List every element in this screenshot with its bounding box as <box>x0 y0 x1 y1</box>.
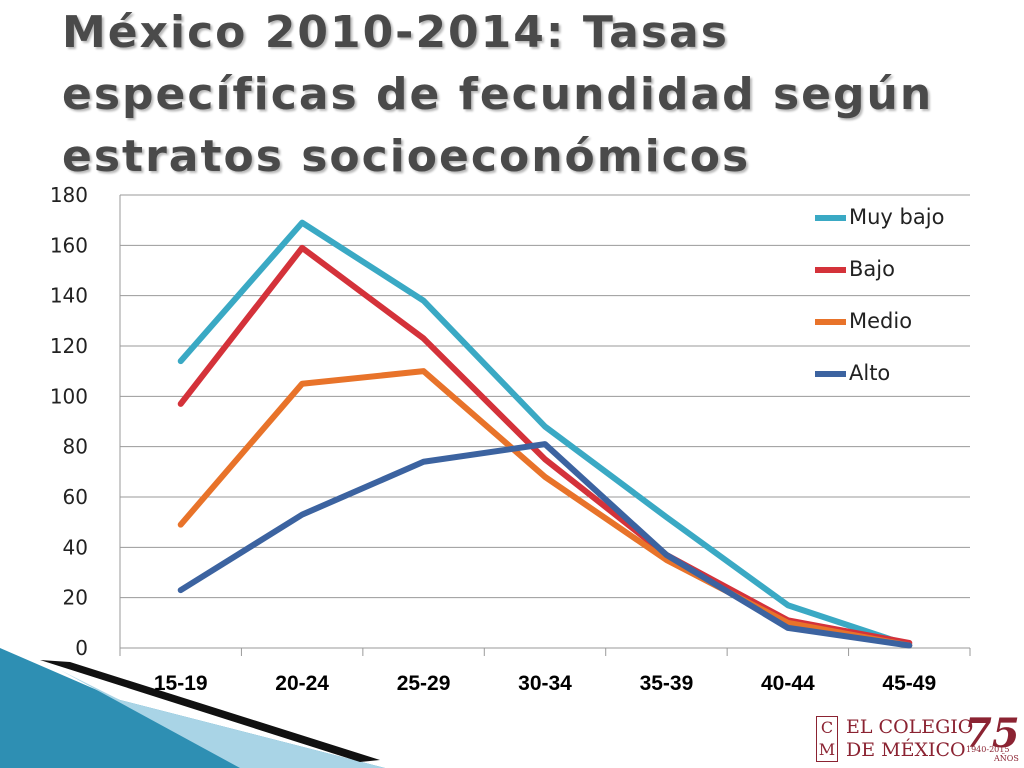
data-point-muy-bajo-40-44 <box>785 603 790 608</box>
slide-title: México 2010-2014: Tasas específicas de f… <box>62 7 934 182</box>
legend-item-alto: Alto <box>815 361 890 385</box>
decor-black-ribbon <box>40 660 380 762</box>
data-point-alto-40-44 <box>785 625 790 630</box>
data-point-muy-bajo-35-39 <box>664 515 669 520</box>
logo-cm-mark: C M <box>816 716 838 762</box>
series-medio <box>177 368 913 649</box>
data-point-alto-30-34 <box>543 442 547 447</box>
decor-light-ribbon <box>60 670 385 768</box>
el-colegio-de-mexico-logo: C M EL COLEGIO DE MÉXICO 75 1940-2015 AÑ… <box>816 710 1020 764</box>
logo-name-line2: DE MÉXICO <box>846 739 966 761</box>
chart-legend: Muy bajo Bajo Medio Alto <box>815 205 944 385</box>
x-tick-label-25-29: 25-29 <box>397 672 451 695</box>
data-point-bajo-25-29 <box>421 336 426 341</box>
y-tick-label-0: 0 <box>75 636 88 660</box>
legend-label-medio: Medio <box>849 309 912 333</box>
x-tick-label-40-44: 40-44 <box>761 672 815 695</box>
series-line-muy-bajo <box>177 219 913 649</box>
data-point-bajo-30-34 <box>543 457 547 462</box>
logo-mark-bottom: M <box>818 740 836 759</box>
logo-name-line1: EL COLEGIO <box>846 716 974 738</box>
data-point-alto-35-39 <box>664 552 669 557</box>
y-tick-label-100: 100 <box>50 384 88 408</box>
series-alto <box>177 441 913 649</box>
legend-label-muy-bajo: Muy bajo <box>849 205 944 229</box>
data-point-muy-bajo-15-19 <box>178 359 183 364</box>
data-point-medio-30-34 <box>543 474 547 479</box>
series-muy-bajo <box>177 219 913 649</box>
x-tick-label-45-49: 45-49 <box>882 672 936 695</box>
x-axis-tick-labels: 15-19 20-24 25-29 30-34 35-39 40-44 45-49 <box>154 672 936 695</box>
x-tick-label-20-24: 20-24 <box>275 672 329 695</box>
chart-gridlines <box>120 194 970 599</box>
series-line-medio <box>177 368 913 649</box>
y-tick-label-60: 60 <box>63 485 88 509</box>
chart-series <box>177 219 913 649</box>
x-tick-label-35-39: 35-39 <box>640 672 694 695</box>
data-point-alto-15-19 <box>178 588 183 593</box>
data-point-alto-45-49 <box>907 643 912 648</box>
decor-blue-ribbon <box>0 648 385 768</box>
legend-label-alto: Alto <box>849 361 890 385</box>
data-point-bajo-20-24 <box>300 245 305 250</box>
y-axis-tick-labels: 0 20 40 60 80 100 120 140 160 180 <box>50 183 88 660</box>
data-point-muy-bajo-30-34 <box>543 424 547 429</box>
data-point-medio-20-24 <box>300 381 305 386</box>
decorative-corner-ribbons <box>0 648 385 768</box>
x-tick-label-30-34: 30-34 <box>518 672 572 695</box>
legend-item-bajo: Bajo <box>815 257 895 281</box>
legend-item-muy-bajo: Muy bajo <box>815 205 944 229</box>
data-point-medio-25-29 <box>421 369 426 374</box>
data-point-muy-bajo-25-29 <box>421 298 426 303</box>
x-tick-label-15-19: 15-19 <box>154 672 208 695</box>
data-point-bajo-15-19 <box>178 401 183 406</box>
legend-label-bajo: Bajo <box>849 257 895 281</box>
logo-years: 1940-2015 <box>966 745 1010 754</box>
y-tick-label-40: 40 <box>63 535 88 559</box>
logo-anniversary: 75 <box>964 710 1020 757</box>
logo-anos: AÑOS <box>994 754 1019 763</box>
y-tick-label-20: 20 <box>63 586 88 610</box>
data-point-alto-25-29 <box>421 459 426 464</box>
y-tick-label-160: 160 <box>50 233 88 257</box>
legend-item-medio: Medio <box>815 309 912 333</box>
y-tick-label-140: 140 <box>50 284 88 308</box>
logo-mark-top: C <box>820 718 834 737</box>
y-tick-label-120: 120 <box>50 334 88 358</box>
data-point-alto-20-24 <box>300 512 305 517</box>
y-tick-label-80: 80 <box>63 435 88 459</box>
data-point-muy-bajo-20-24 <box>300 220 305 225</box>
chart-axes <box>119 195 971 656</box>
data-point-medio-15-19 <box>178 522 183 527</box>
y-tick-label-180: 180 <box>50 183 88 207</box>
